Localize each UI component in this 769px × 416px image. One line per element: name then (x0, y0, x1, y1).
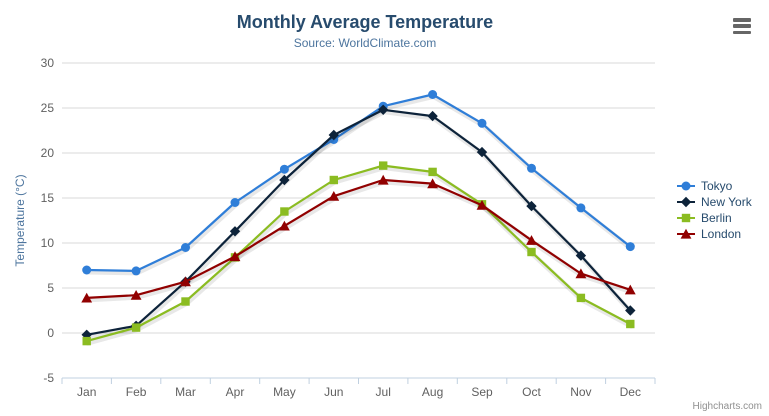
data-point-berlin[interactable] (626, 319, 635, 329)
data-point-london[interactable] (476, 200, 488, 210)
chart-title: Monthly Average Temperature (236, 12, 494, 32)
data-point-new-york[interactable] (625, 305, 636, 316)
y-axis-tick-label: 10 (41, 236, 55, 250)
y-axis-tick-label: 20 (41, 146, 55, 160)
data-point-london[interactable] (229, 251, 241, 262)
x-axis-label: Dec (620, 385, 641, 399)
triangle-marker-icon (680, 228, 692, 239)
legend-label: London (701, 227, 742, 241)
context-menu-button[interactable] (731, 16, 755, 36)
chart-subtitle: Source: WorldClimate.com (293, 36, 437, 50)
data-point-berlin[interactable] (280, 207, 289, 216)
series-line-new-york (85, 108, 632, 336)
legend-item-tokyo[interactable]: Tokyo (676, 178, 752, 194)
series-line-london (85, 178, 632, 299)
data-point-berlin[interactable] (379, 161, 388, 170)
data-point-tokyo[interactable] (279, 164, 289, 174)
data-point-london[interactable] (427, 178, 438, 189)
data-point-tokyo[interactable] (181, 243, 190, 252)
series-berlin[interactable] (82, 161, 635, 346)
square-marker-icon (677, 213, 695, 223)
series-tokyo[interactable] (82, 90, 635, 276)
legend-label: Berlin (701, 211, 732, 225)
y-axis-tick-label: 30 (41, 56, 55, 70)
legend-label: New York (701, 195, 752, 209)
data-point-new-york[interactable] (328, 129, 339, 141)
data-point-new-york[interactable] (229, 226, 241, 237)
y-axis-tick-label: 5 (47, 281, 54, 295)
data-point-new-york[interactable] (378, 104, 389, 115)
square-marker-icon (681, 213, 691, 223)
legend: Tokyo New York Berlin London (676, 178, 752, 242)
data-point-tokyo[interactable] (428, 90, 438, 99)
hamburger-icon (733, 30, 751, 34)
data-point-berlin[interactable] (131, 323, 141, 332)
x-axis-label: Aug (422, 385, 443, 399)
series-new-york[interactable] (81, 104, 636, 340)
data-point-tokyo[interactable] (576, 203, 586, 213)
data-point-berlin[interactable] (181, 297, 190, 306)
y-axis-title: Temperature (°C) (13, 174, 27, 266)
data-point-london[interactable] (130, 290, 142, 300)
series-line-berlin (85, 164, 632, 343)
data-point-new-york[interactable] (279, 174, 290, 186)
data-point-new-york[interactable] (575, 250, 587, 261)
x-axis-label: Jan (77, 385, 96, 399)
diamond-marker-icon (677, 196, 695, 208)
x-axis-label: Apr (226, 385, 245, 399)
data-point-berlin[interactable] (428, 167, 437, 177)
legend-label: Tokyo (701, 179, 733, 193)
x-axis-label: Jun (324, 385, 343, 399)
data-point-london[interactable] (575, 268, 587, 279)
hamburger-icon (733, 24, 751, 28)
data-point-london[interactable] (377, 174, 389, 185)
x-axis-label: Oct (522, 385, 541, 399)
legend-item-new-york[interactable]: New York (676, 194, 752, 210)
data-point-tokyo[interactable] (230, 198, 240, 207)
data-point-tokyo[interactable] (82, 265, 92, 275)
data-point-london[interactable] (180, 276, 191, 287)
data-point-berlin[interactable] (527, 247, 536, 257)
x-axis-label: Jul (376, 385, 391, 399)
data-point-london[interactable] (81, 292, 93, 303)
hamburger-icon (733, 18, 751, 22)
data-point-london[interactable] (328, 191, 340, 201)
y-axis-tick-label: 25 (41, 101, 55, 115)
data-point-berlin[interactable] (82, 336, 91, 346)
y-axis-tick-label: 15 (41, 191, 55, 205)
series-london[interactable] (81, 174, 636, 303)
data-point-tokyo[interactable] (527, 163, 536, 173)
credits-link[interactable]: Highcharts.com (692, 401, 762, 412)
data-point-tokyo[interactable] (131, 266, 141, 276)
series-shadow (85, 179, 634, 303)
data-point-london[interactable] (526, 235, 537, 245)
data-point-berlin[interactable] (576, 293, 586, 303)
triangle-marker-icon (677, 228, 695, 239)
x-axis-label: Mar (175, 385, 196, 399)
data-point-new-york[interactable] (427, 110, 438, 122)
legend-item-london[interactable]: London (676, 226, 752, 242)
data-point-london[interactable] (279, 220, 290, 231)
y-axis-tick-label: 0 (47, 326, 54, 340)
data-point-new-york[interactable] (476, 146, 488, 158)
series-line-tokyo (85, 93, 632, 272)
data-point-london[interactable] (624, 284, 636, 295)
data-point-berlin[interactable] (329, 175, 338, 185)
circle-marker-icon (681, 181, 691, 191)
x-axis-label: Nov (570, 385, 591, 399)
x-axis-label: Feb (126, 385, 147, 399)
data-point-tokyo[interactable] (625, 242, 635, 252)
circle-marker-icon (677, 181, 695, 191)
y-axis-tick-label: -5 (43, 371, 54, 385)
diamond-marker-icon (680, 196, 692, 208)
x-axis-label: Sep (471, 385, 493, 399)
data-point-tokyo[interactable] (477, 118, 487, 128)
legend-item-berlin[interactable]: Berlin (676, 210, 752, 226)
x-axis-label: May (273, 385, 296, 399)
data-point-new-york[interactable] (526, 200, 537, 212)
